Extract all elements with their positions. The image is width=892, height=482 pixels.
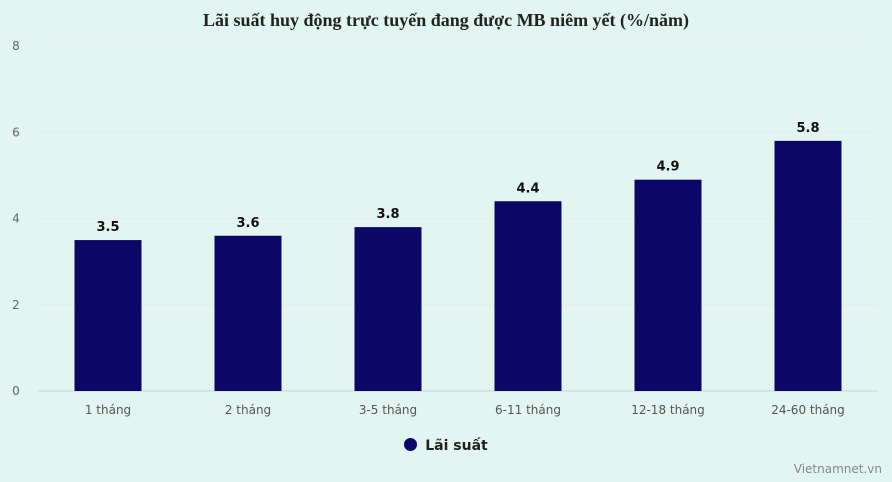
x-tick-label: 24-60 tháng (771, 403, 845, 417)
legend-marker (404, 438, 418, 451)
bar (494, 201, 562, 391)
data-label: 5.8 (796, 121, 819, 136)
y-tick-label: 2 (12, 298, 20, 312)
bar (774, 140, 842, 391)
x-tick-label: 6-11 tháng (495, 403, 561, 417)
x-tick-label: 12-18 tháng (631, 403, 705, 417)
source-credit: Vietnamnet.vn (793, 462, 882, 476)
data-label: 3.5 (96, 220, 119, 235)
data-label: 3.6 (236, 216, 259, 231)
x-tick-label: 3-5 tháng (359, 403, 417, 417)
data-label: 4.4 (516, 181, 539, 196)
y-tick-label: 8 (12, 39, 20, 53)
bar (354, 227, 422, 391)
legend[interactable]: Lãi suất (0, 438, 892, 454)
data-label: 3.8 (376, 207, 399, 222)
bar (74, 240, 142, 391)
legend-label: Lãi suất (425, 438, 488, 454)
y-tick-label: 4 (12, 212, 20, 226)
y-tick-label: 6 (12, 125, 20, 139)
x-tick-label: 1 tháng (85, 403, 131, 417)
bar (214, 235, 282, 391)
chart-title: Lãi suất huy động trực tuyến đang được M… (202, 10, 690, 30)
x-tick-label: 2 tháng (225, 403, 271, 417)
y-tick-label: 0 (12, 384, 20, 398)
data-label: 4.9 (656, 160, 679, 175)
bar (634, 179, 702, 391)
